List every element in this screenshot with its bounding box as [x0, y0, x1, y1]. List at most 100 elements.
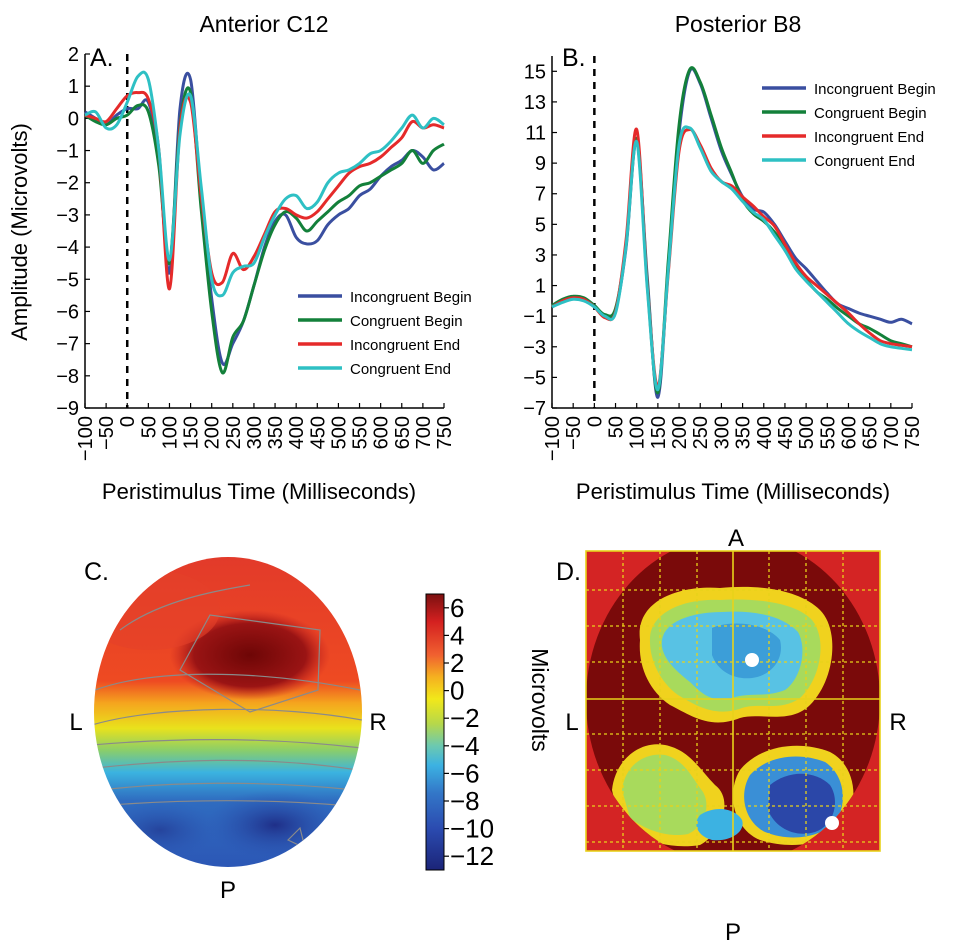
legend-label: Congruent Begin: [350, 313, 463, 330]
x-tick-label: 350: [265, 416, 287, 449]
x-tick-label: 350: [733, 416, 755, 449]
series-line-congruent-end: [551, 125, 913, 392]
y-tick-label: 5: [535, 214, 546, 236]
colorbar-tick-label: 0: [450, 676, 464, 706]
panel-d-label-posterior: P: [725, 919, 741, 943]
x-tick-label: 200: [669, 416, 691, 449]
panel-c-letter: C.: [84, 558, 109, 586]
x-tick-label: 300: [244, 416, 266, 449]
panel-a-ylabel: Amplitude (Microvolts): [7, 123, 32, 341]
colorbar-tick-label: −6: [450, 758, 480, 788]
x-tick-label: 250: [223, 416, 245, 449]
panel-b-letter: B.: [562, 44, 586, 72]
x-tick-label: 150: [648, 416, 670, 449]
x-tick-label: −100: [542, 416, 564, 461]
panel-a-xlabel: Peristimulus Time (Milliseconds): [102, 479, 416, 504]
x-tick-label: 500: [328, 416, 350, 449]
source-marker-anterior: [745, 653, 759, 667]
y-tick-label: −7: [56, 334, 79, 356]
source-marker-posterior: [825, 816, 839, 830]
colorbar-tick-label: −8: [450, 786, 480, 816]
legend-label: Incongruent Begin: [814, 81, 936, 98]
y-tick-label: −8: [56, 366, 79, 388]
series-line-congruent-begin: [84, 86, 445, 375]
legend-label: Incongruent Begin: [350, 289, 472, 306]
panel-a-chart: Anterior C12 A. Amplitude (Microvolts) P…: [7, 11, 472, 504]
legend-label: Congruent End: [350, 361, 451, 378]
panel-a-letter: A.: [90, 44, 114, 72]
scalp-voltage-map: [94, 557, 362, 867]
panel-d-label-right: R: [889, 709, 906, 736]
colorbar-gradient: [425, 593, 445, 871]
panel-a-legend: Incongruent Begin Congruent Begin Incongru…: [298, 289, 472, 378]
panel-d-label-left: L: [565, 709, 578, 736]
y-tick-label: 0: [68, 108, 79, 130]
panel-d-letter: D.: [556, 558, 581, 586]
y-tick-label: 1: [535, 276, 546, 298]
x-tick-label: 400: [754, 416, 776, 449]
x-tick-label: 400: [286, 416, 308, 449]
panel-c-label-right: R: [369, 709, 386, 736]
panel-d-label-anterior: A: [728, 525, 744, 552]
y-tick-label: −4: [56, 237, 79, 259]
y-tick-label: 2: [68, 44, 79, 66]
colorbar-label: Microvolts: [527, 648, 553, 752]
y-tick-label: −1: [56, 141, 79, 163]
y-tick-label: 9: [535, 153, 546, 175]
colorbar-tick-label: −2: [450, 703, 480, 733]
source-activation-map: [586, 551, 880, 851]
y-tick-label: 15: [524, 61, 546, 83]
x-tick-label: 150: [181, 416, 203, 449]
panel-a-title: Anterior C12: [199, 11, 328, 37]
panel-b-title: Posterior B8: [675, 11, 802, 37]
colorbar-tick-label: 2: [450, 648, 464, 678]
series-line-incongruent-end: [84, 90, 445, 291]
x-tick-label: 650: [392, 416, 414, 449]
x-tick-label: 700: [413, 416, 435, 449]
x-tick-label: 450: [775, 416, 797, 449]
x-tick-label: 200: [202, 416, 224, 449]
x-tick-label: 250: [690, 416, 712, 449]
series-line-congruent-end: [84, 70, 445, 298]
colorbar-tick-label: −12: [450, 841, 494, 871]
panel-b-xlabel: Peristimulus Time (Milliseconds): [576, 479, 890, 504]
panel-c-label-left: L: [69, 709, 82, 736]
y-tick-label: −2: [56, 173, 79, 195]
x-tick-label: 750: [434, 416, 456, 449]
y-tick-label: 1: [68, 76, 79, 98]
x-tick-label: 500: [796, 416, 818, 449]
y-tick-label: −5: [56, 269, 79, 291]
x-tick-label: 750: [902, 416, 924, 449]
colorbar-tick-label: 4: [450, 620, 464, 650]
x-tick-label: 50: [138, 416, 160, 438]
x-tick-label: 600: [371, 416, 393, 449]
x-tick-label: 100: [159, 416, 181, 449]
x-tick-label: −50: [96, 416, 118, 450]
legend-label: Congruent End: [814, 153, 915, 170]
y-tick-label: 11: [525, 123, 546, 145]
colorbar-tick-label: −10: [450, 814, 494, 844]
legend-label: Congruent Begin: [814, 105, 927, 122]
x-tick-label: −50: [563, 416, 585, 450]
x-tick-label: 700: [881, 416, 903, 449]
y-tick-label: 7: [535, 184, 546, 206]
colorbar-tick-label: 6: [450, 593, 464, 623]
x-tick-label: 650: [860, 416, 882, 449]
panel-b-chart: Posterior B8 B. Peristimulus Time (Milli…: [523, 11, 936, 504]
colorbar-tick-label: −4: [450, 731, 480, 761]
y-tick-label: −3: [523, 337, 546, 359]
x-tick-label: 50: [606, 416, 628, 438]
x-tick-label: 550: [817, 416, 839, 449]
y-tick-label: −9: [56, 398, 79, 420]
x-tick-label: 0: [584, 416, 606, 427]
y-tick-label: −1: [523, 306, 546, 328]
panel-c-scalp-map: C. A L R P: [69, 557, 387, 904]
x-tick-label: −100: [75, 416, 97, 461]
x-tick-label: 300: [711, 416, 733, 449]
y-tick-label: −3: [56, 205, 79, 227]
x-tick-label: 0: [117, 416, 139, 427]
legend-label: Incongruent End: [814, 129, 924, 146]
x-tick-label: 600: [838, 416, 860, 449]
